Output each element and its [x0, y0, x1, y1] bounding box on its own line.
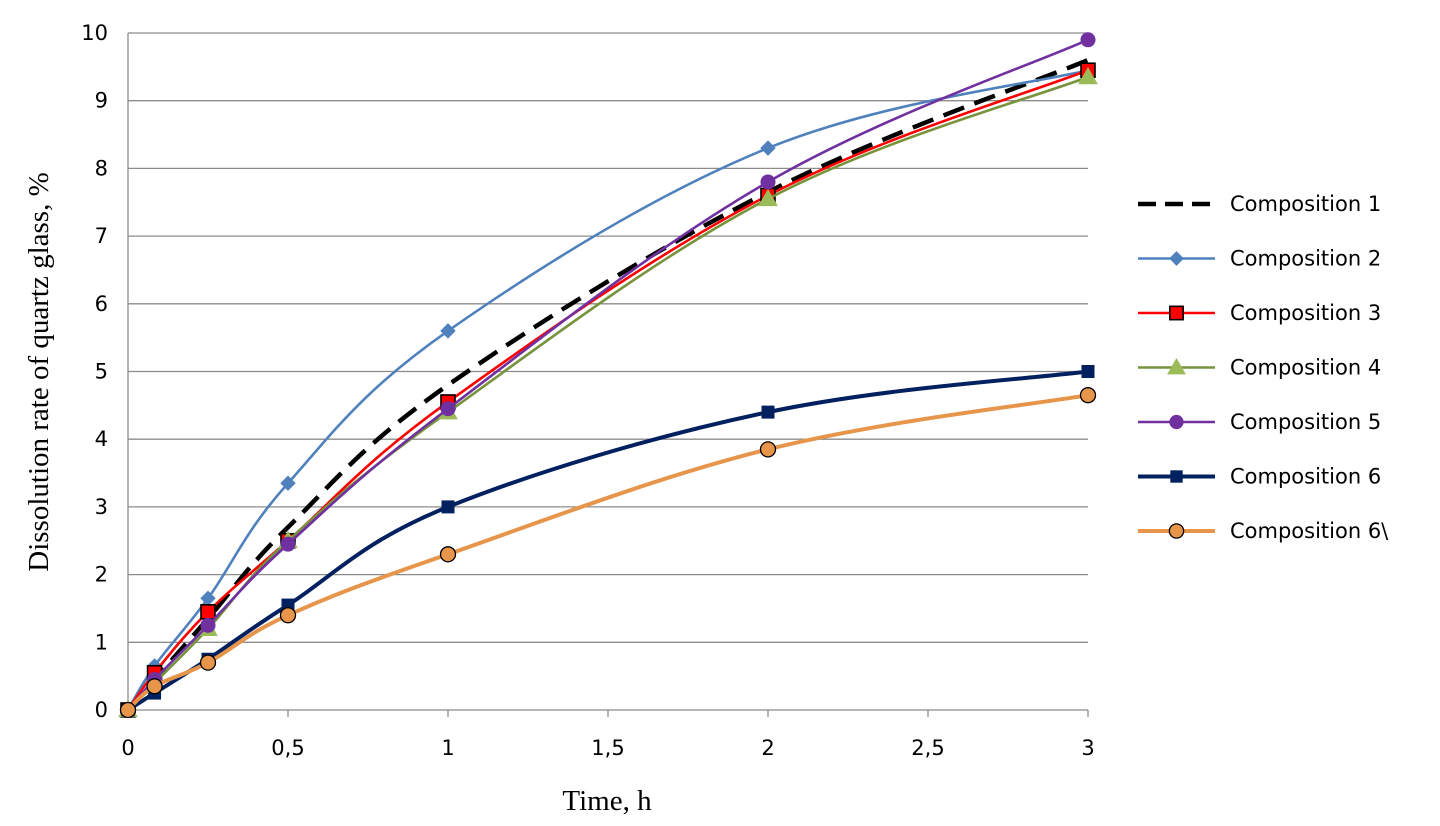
- series-group: [118, 32, 1098, 719]
- legend: Composition 1 Composition 2 Composition 3 C…: [1138, 192, 1389, 543]
- legend-entry: Composition 3: [1138, 301, 1381, 325]
- data-point: [1081, 365, 1095, 378]
- legend-entry: Composition 1: [1138, 192, 1381, 216]
- x-tick-label: 1,5: [591, 736, 624, 760]
- data-point: [759, 441, 777, 458]
- legend-label: Composition 6\: [1230, 519, 1389, 543]
- x-tick-label: 2: [761, 736, 774, 760]
- legend-entry: Composition 4: [1138, 356, 1381, 380]
- series-line: [126, 369, 1089, 712]
- data-point: [758, 188, 778, 207]
- data-point: [761, 405, 775, 419]
- y-axis-title: Dissolution rate of quartz glass, %: [23, 172, 55, 571]
- legend-entry: Composition 2: [1138, 247, 1381, 271]
- x-axis-title: Time, h: [562, 785, 652, 817]
- data-point: [760, 174, 776, 190]
- series-5: [120, 32, 1096, 718]
- y-tick-label: 2: [95, 563, 108, 587]
- legend-marker: [1170, 470, 1183, 483]
- series-7: [119, 387, 1097, 719]
- x-tick-label: 3: [1081, 736, 1094, 760]
- legend-label: Composition 3: [1230, 301, 1381, 325]
- x-tick-label: 1: [441, 736, 454, 760]
- data-point: [1079, 387, 1097, 404]
- legend-marker: [1169, 305, 1184, 321]
- legend-entry: Composition 6: [1138, 465, 1381, 489]
- y-tick-label: 6: [95, 292, 108, 316]
- x-tick-label: 0,5: [271, 736, 304, 760]
- y-tick-label: 8: [95, 156, 108, 180]
- y-tick-label: 4: [95, 427, 108, 451]
- series-line: [127, 38, 1089, 711]
- y-tick-label: 9: [95, 89, 108, 113]
- legend-entry: Composition 6\: [1138, 519, 1389, 543]
- x-tick-label: 0: [121, 736, 134, 760]
- legend-entry: Composition 5: [1138, 410, 1381, 434]
- legend-label: Composition 1: [1230, 192, 1381, 216]
- series-line: [126, 57, 1089, 712]
- gridlines: [128, 32, 1088, 643]
- legend-label: Composition 2: [1230, 247, 1381, 271]
- y-tick-label: 7: [95, 224, 108, 248]
- data-point: [441, 500, 455, 514]
- legend-marker: [1168, 523, 1185, 539]
- data-point: [199, 654, 217, 671]
- data-point: [1078, 66, 1098, 85]
- data-point: [280, 475, 296, 491]
- data-point: [119, 701, 137, 719]
- legend-label: Composition 4: [1230, 356, 1381, 380]
- y-tick-label: 10: [81, 21, 108, 45]
- y-tick-label: 3: [95, 495, 108, 519]
- data-point: [1080, 32, 1096, 48]
- legend-marker: [1169, 414, 1184, 430]
- data-point: [279, 607, 297, 624]
- data-point: [440, 401, 456, 417]
- series-line: [126, 393, 1089, 712]
- data-point: [146, 678, 163, 695]
- data-point: [200, 617, 216, 633]
- legend-label: Composition 6: [1230, 465, 1381, 489]
- data-point: [439, 546, 457, 563]
- series-line: [126, 68, 1089, 711]
- series-line: [126, 69, 1089, 711]
- series-6: [121, 365, 1095, 717]
- legend-marker: [1167, 357, 1186, 375]
- data-point: [200, 604, 216, 620]
- data-point: [760, 140, 776, 156]
- y-tick-label: 5: [95, 360, 108, 384]
- data-point: [440, 323, 456, 339]
- y-tick-label: 0: [95, 698, 108, 722]
- legend-label: Composition 5: [1230, 410, 1381, 434]
- x-tick-label: 2,5: [911, 736, 944, 760]
- legend-marker: [1169, 251, 1184, 266]
- tick-labels: 0 1 2 3 4 5 6 7 8 9 10 0 0,5 1 1,5 2 2,5 3: [81, 21, 1094, 760]
- data-point: [280, 536, 296, 552]
- y-tick-label: 1: [95, 630, 108, 654]
- series-1: [126, 57, 1089, 712]
